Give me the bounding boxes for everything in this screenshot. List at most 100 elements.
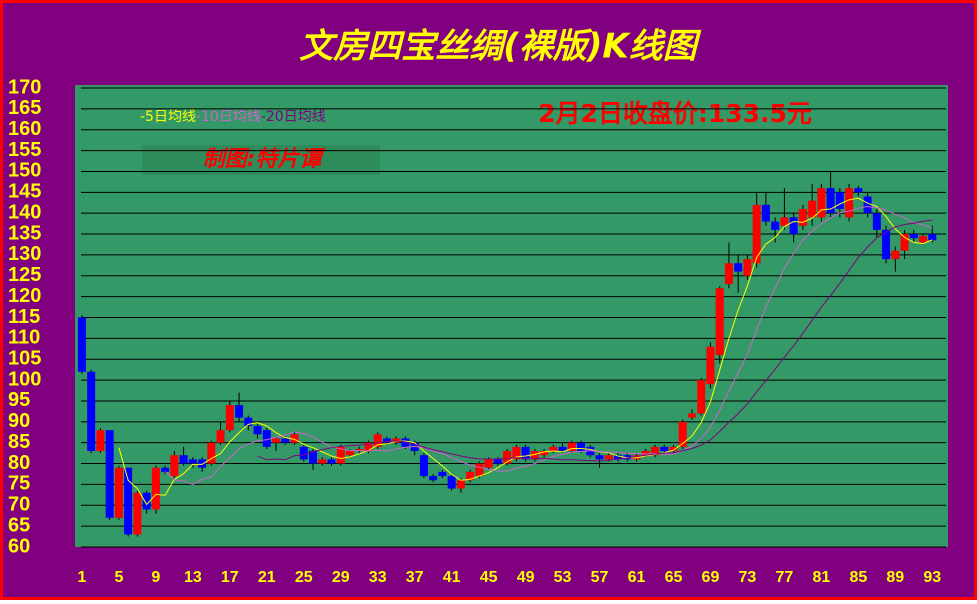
- y-tick-label: 90: [8, 410, 30, 432]
- candle-body: [170, 455, 179, 477]
- y-tick-label: 165: [8, 97, 41, 119]
- candle-body: [530, 451, 539, 460]
- candle-body: [114, 467, 123, 518]
- candle-body: [345, 451, 354, 456]
- candle-body: [188, 459, 197, 464]
- legend-entry: -10日均线: [196, 109, 261, 125]
- candle-body: [96, 430, 105, 452]
- candle-body: [456, 480, 465, 489]
- x-tick-label: 73: [739, 569, 757, 586]
- candle-body: [614, 455, 623, 460]
- candle-body: [558, 446, 567, 452]
- candle-body: [641, 451, 650, 456]
- x-tick-label: 85: [849, 569, 867, 586]
- candle-body: [151, 467, 160, 510]
- candle-body: [512, 446, 521, 460]
- y-tick-label: 70: [8, 494, 30, 516]
- candle-body: [891, 250, 900, 260]
- candle-body: [503, 451, 512, 464]
- x-tick-label: 45: [480, 569, 498, 586]
- candle-body: [715, 288, 724, 356]
- candle-body: [207, 442, 216, 464]
- x-tick-label: 29: [332, 569, 350, 586]
- legend: -5日均线-10日均线-20日均线: [140, 109, 326, 125]
- candle-body: [697, 380, 706, 414]
- candle-body: [789, 217, 798, 235]
- candle-body: [77, 317, 86, 372]
- candle-body: [521, 446, 530, 460]
- candle-body: [299, 446, 308, 460]
- candle-body: [290, 434, 299, 443]
- candle-body: [419, 455, 428, 477]
- y-tick-label: 110: [8, 327, 40, 349]
- candle-body: [133, 492, 142, 535]
- candle-body: [604, 455, 613, 460]
- y-tick-label: 120: [8, 285, 41, 307]
- y-tick-label: 105: [8, 348, 41, 370]
- candle-body: [761, 204, 770, 222]
- y-tick-label: 125: [8, 264, 41, 286]
- y-tick-label: 60: [8, 535, 30, 557]
- x-tick-label: 57: [591, 569, 609, 586]
- y-tick-label: 170: [8, 76, 41, 98]
- candle-body: [900, 234, 909, 251]
- x-tick-label: 61: [628, 569, 646, 586]
- candle-body: [650, 446, 659, 456]
- candle-body: [687, 413, 696, 418]
- candle-body: [142, 492, 151, 510]
- candle-body: [309, 451, 318, 464]
- moving-average-line: [164, 205, 933, 485]
- y-tick-label: 75: [8, 473, 30, 495]
- x-tick-label: 77: [776, 569, 794, 586]
- x-tick-label: 41: [443, 569, 461, 586]
- y-tick-label: 150: [8, 160, 41, 182]
- y-tick-label: 130: [8, 243, 41, 265]
- candle-body: [161, 467, 170, 472]
- candle-body: [225, 405, 234, 431]
- candle-body: [281, 438, 290, 443]
- candle-body: [364, 442, 373, 452]
- y-tick-label: 140: [8, 201, 41, 223]
- candle-body: [235, 405, 244, 418]
- candle-body: [734, 263, 743, 272]
- candle-body: [336, 446, 345, 464]
- candle-body: [438, 471, 447, 477]
- candle-body: [540, 451, 549, 456]
- candle-body: [198, 459, 207, 468]
- credit-box: [142, 145, 380, 175]
- legend-entry: -5日均线: [140, 109, 196, 125]
- candle-body: [253, 425, 262, 435]
- candle-body: [401, 438, 410, 447]
- x-tick-label: 37: [406, 569, 424, 586]
- candle-body: [678, 421, 687, 447]
- candle-body: [872, 213, 881, 230]
- candle-body: [549, 446, 558, 452]
- x-tick-label: 49: [517, 569, 535, 586]
- x-tick-label: 25: [295, 569, 313, 586]
- candle-body: [743, 259, 752, 276]
- candle-body: [447, 476, 456, 489]
- y-tick-label: 155: [8, 139, 41, 161]
- candle-body: [771, 221, 780, 230]
- candle-body: [272, 438, 281, 443]
- candle-body: [355, 448, 364, 452]
- candle-body: [244, 417, 253, 426]
- chart-title: 文房四宝丝绸(裸版)K线图: [299, 27, 701, 67]
- x-tick-label: 21: [258, 569, 276, 586]
- candle-body: [179, 455, 188, 464]
- candle-body: [845, 188, 854, 218]
- x-tick-label: 1: [77, 569, 86, 586]
- credit-note: 制图:特片谭: [203, 147, 327, 172]
- candle-body: [577, 442, 586, 452]
- y-tick-label: 85: [8, 431, 30, 453]
- legend-entry: -20日均线: [261, 109, 326, 125]
- candle-body: [835, 192, 844, 210]
- candle-body: [808, 200, 817, 218]
- x-tick-label: 81: [812, 569, 830, 586]
- candle-body: [826, 188, 835, 214]
- candle-body: [87, 371, 96, 452]
- candle-body: [854, 188, 863, 193]
- candle-body: [475, 463, 484, 477]
- x-tick-label: 69: [702, 569, 720, 586]
- candle-body: [882, 229, 891, 260]
